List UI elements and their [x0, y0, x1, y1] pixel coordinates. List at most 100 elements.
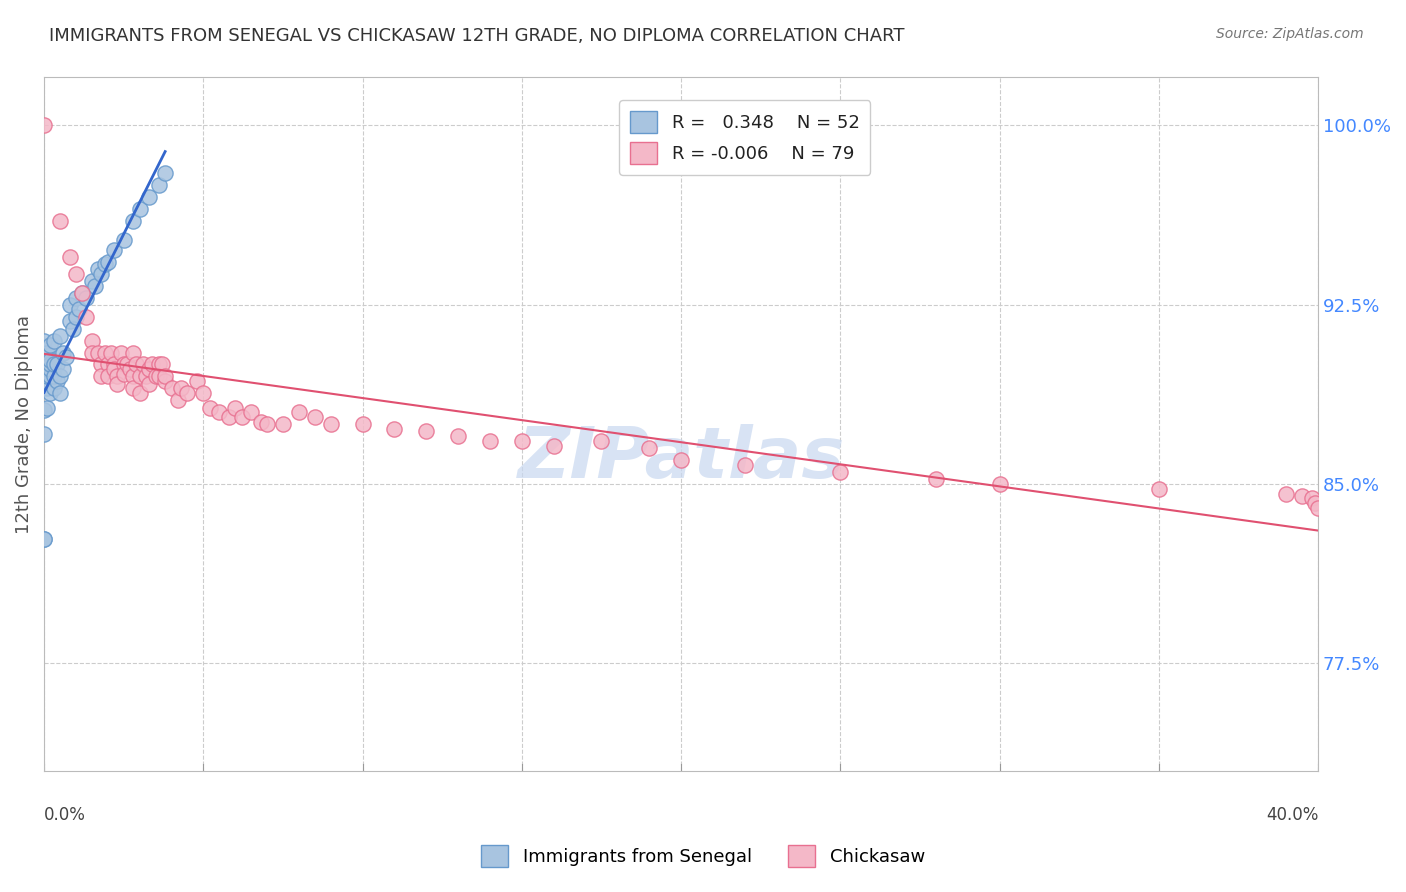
Point: [1275, 486, 1298, 500]
Text: Source: ZipAtlas.com: Source: ZipAtlas.com: [1216, 27, 1364, 41]
Point: [39, 369, 62, 384]
Point: [58, 298, 80, 312]
Point: [49, 369, 72, 384]
Point: [153, 374, 176, 388]
Point: [543, 439, 565, 453]
Point: [93, 257, 115, 271]
Point: [90, 267, 112, 281]
Point: [734, 458, 756, 472]
Point: [138, 362, 160, 376]
Text: 0.0%: 0.0%: [44, 805, 86, 824]
Point: [32, 334, 55, 348]
Point: [103, 362, 125, 376]
Point: [32, 118, 55, 132]
Point: [49, 386, 72, 401]
Point: [669, 453, 692, 467]
Point: [224, 401, 246, 415]
Point: [87, 345, 110, 359]
Point: [52, 345, 75, 359]
Point: [138, 376, 160, 391]
Point: [319, 417, 342, 432]
Point: [45, 374, 67, 388]
Point: [115, 358, 138, 372]
Point: [67, 302, 90, 317]
Point: [37, 358, 59, 372]
Point: [208, 405, 231, 419]
Point: [638, 441, 661, 455]
Point: [75, 310, 97, 324]
Point: [148, 178, 170, 192]
Point: [65, 291, 87, 305]
Legend: Immigrants from Senegal, Chickasaw: Immigrants from Senegal, Chickasaw: [474, 838, 932, 874]
Point: [90, 369, 112, 384]
Point: [32, 426, 55, 441]
Point: [1308, 501, 1330, 516]
Point: [122, 345, 145, 359]
Point: [49, 214, 72, 228]
Point: [32, 532, 55, 546]
Point: [75, 291, 97, 305]
Point: [988, 477, 1011, 491]
Point: [105, 369, 128, 384]
Point: [42, 334, 65, 348]
Point: [510, 434, 533, 448]
Point: [93, 345, 115, 359]
Point: [65, 267, 87, 281]
Point: [37, 369, 59, 384]
Point: [479, 434, 502, 448]
Point: [97, 369, 120, 384]
Point: [72, 285, 94, 300]
Point: [1303, 496, 1326, 510]
Point: [58, 250, 80, 264]
Text: ZIPatlas: ZIPatlas: [517, 425, 845, 493]
Point: [170, 381, 193, 395]
Point: [122, 369, 145, 384]
Point: [72, 285, 94, 300]
Point: [231, 410, 253, 425]
Point: [141, 358, 163, 372]
Point: [39, 352, 62, 367]
Point: [112, 233, 135, 247]
Point: [52, 362, 75, 376]
Point: [176, 386, 198, 401]
Text: 40.0%: 40.0%: [1265, 805, 1319, 824]
Point: [103, 243, 125, 257]
Point: [39, 362, 62, 376]
Point: [128, 386, 150, 401]
Point: [148, 358, 170, 372]
Point: [39, 358, 62, 372]
Point: [1147, 482, 1170, 496]
Point: [105, 376, 128, 391]
Point: [256, 417, 278, 432]
Point: [42, 369, 65, 384]
Point: [447, 429, 470, 443]
Point: [49, 328, 72, 343]
Point: [65, 310, 87, 324]
Point: [135, 369, 157, 384]
Point: [249, 415, 271, 429]
Point: [122, 381, 145, 395]
Point: [80, 345, 103, 359]
Point: [132, 358, 155, 372]
Point: [384, 422, 406, 436]
Point: [32, 345, 55, 359]
Text: IMMIGRANTS FROM SENEGAL VS CHICKASAW 12TH GRADE, NO DIPLOMA CORRELATION CHART: IMMIGRANTS FROM SENEGAL VS CHICKASAW 12T…: [49, 27, 904, 45]
Point: [198, 401, 221, 415]
Point: [97, 358, 120, 372]
Point: [97, 254, 120, 268]
Point: [240, 405, 263, 419]
Point: [193, 386, 215, 401]
Point: [830, 465, 852, 479]
Point: [37, 381, 59, 395]
Point: [122, 214, 145, 228]
Point: [288, 405, 311, 419]
Point: [153, 369, 176, 384]
Point: [160, 381, 183, 395]
Point: [186, 374, 208, 388]
Point: [218, 410, 240, 425]
Point: [150, 358, 173, 372]
Point: [45, 358, 67, 372]
Point: [80, 334, 103, 348]
Point: [55, 351, 77, 365]
Point: [103, 358, 125, 372]
